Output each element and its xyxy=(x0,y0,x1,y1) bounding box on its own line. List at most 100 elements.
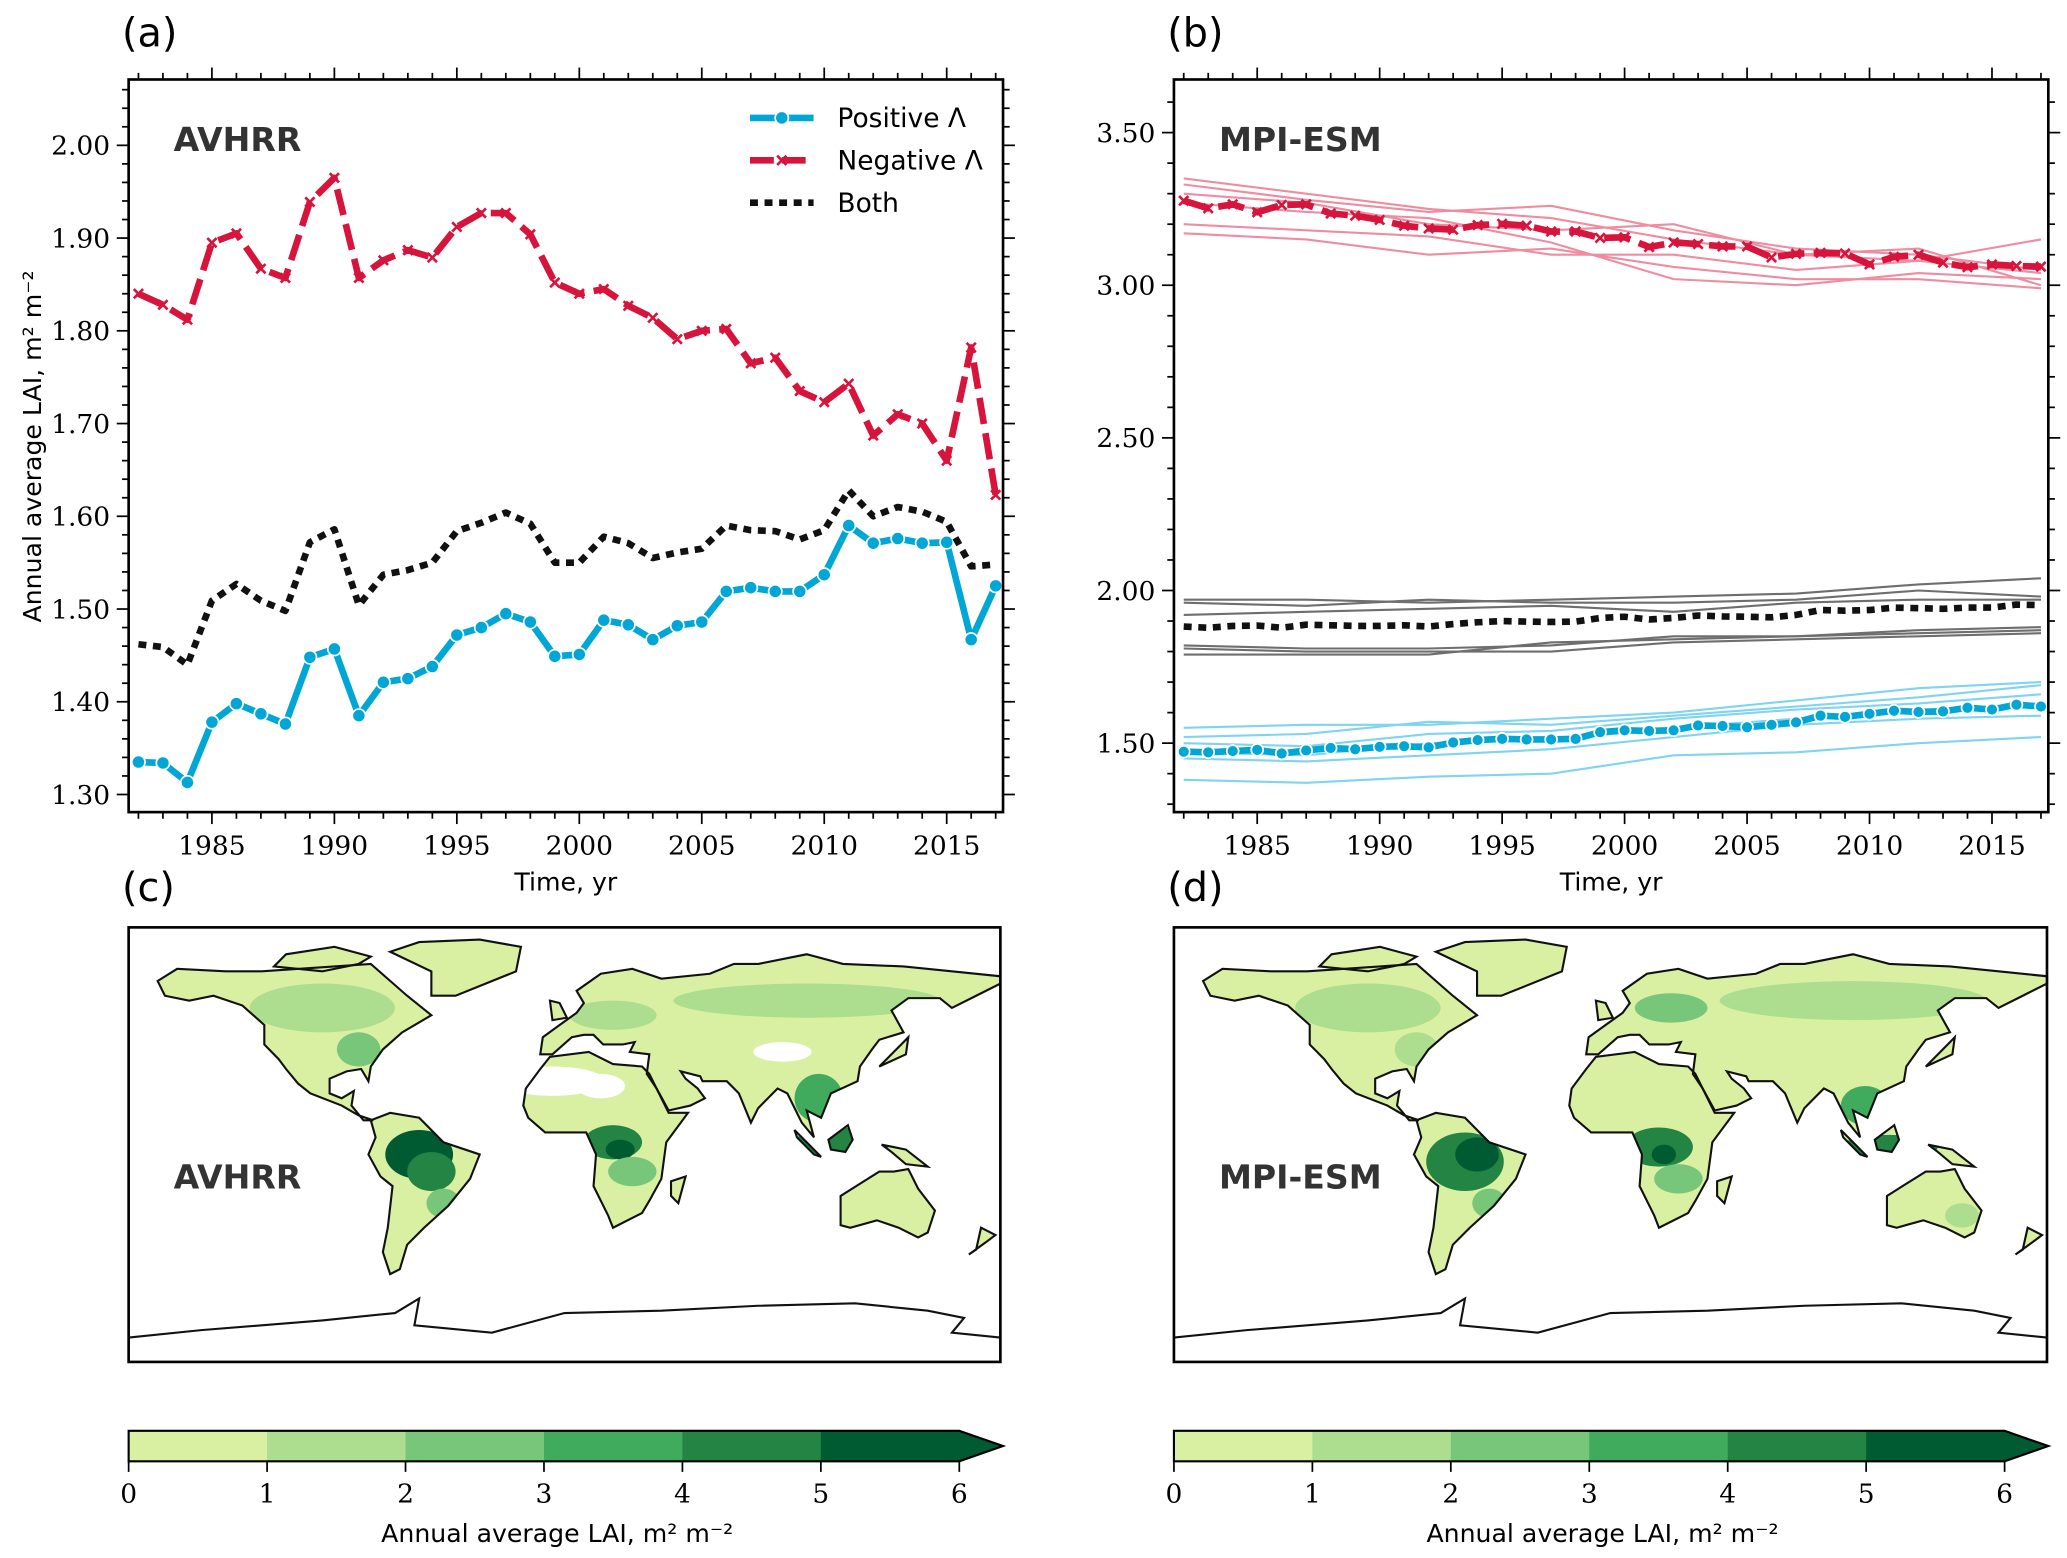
land-japan xyxy=(1925,1037,1955,1067)
data-point-marker xyxy=(1937,257,1949,269)
coastline-eurasia xyxy=(1585,953,2049,1139)
x-tick-label: 2005 xyxy=(1713,831,1780,862)
x-tick-label: 2000 xyxy=(1591,831,1658,862)
coastline-borneo xyxy=(1873,1123,1901,1154)
lai-region xyxy=(1654,1164,1703,1194)
data-point-marker xyxy=(720,323,732,335)
land-madagascar xyxy=(671,1176,686,1204)
colorbar-bin xyxy=(1727,1430,1867,1462)
data-point-marker xyxy=(1594,232,1606,244)
data-point-marker xyxy=(892,408,904,420)
data-point-marker xyxy=(1201,745,1216,760)
lai-region xyxy=(608,1156,657,1187)
land-uk xyxy=(1595,1000,1613,1021)
coastline-newzealand xyxy=(968,1226,998,1256)
colorbar-tick-label: 5 xyxy=(812,1478,829,1509)
ensemble-member-line xyxy=(1183,681,2042,729)
ensemble-member-line xyxy=(1183,629,2041,656)
y-tick-label: 1.50 xyxy=(51,594,110,625)
coastline-borneo xyxy=(827,1123,854,1154)
data-point-marker xyxy=(794,385,806,397)
data-point-marker xyxy=(1348,742,1363,757)
data-point-marker xyxy=(1863,258,1876,271)
land-newzealand xyxy=(2015,1227,2043,1255)
data-point-marker xyxy=(377,254,389,266)
land-madagascar xyxy=(1717,1176,1732,1204)
x-tick-label: 2010 xyxy=(1836,831,1903,862)
coastline-madagascar xyxy=(669,1174,688,1206)
data-point-marker xyxy=(1470,733,1485,747)
data-point-marker xyxy=(1666,723,1681,738)
data-point-marker xyxy=(304,196,316,208)
lai-region xyxy=(576,1073,626,1099)
data-point-marker xyxy=(277,716,293,732)
data-point-marker xyxy=(375,674,391,690)
land-uk xyxy=(549,1000,567,1021)
x-tick-label: 2000 xyxy=(546,831,613,862)
legend-entry: Both xyxy=(837,188,899,219)
ensemble-member-line xyxy=(1183,598,2041,616)
colorbar-bin xyxy=(1450,1430,1590,1462)
data-point-marker xyxy=(2010,260,2023,272)
panel-label: (a) xyxy=(122,10,177,56)
data-point-marker xyxy=(1839,247,1851,260)
colorbar-bin xyxy=(1589,1430,1729,1462)
data-point-marker xyxy=(1740,720,1754,735)
colorbar: 0 1 2 3 4 5 6 Annual average LAI, m² m⁻² xyxy=(1166,1429,2052,1548)
land-japan xyxy=(879,1037,909,1067)
colorbar-tick-label: 5 xyxy=(1858,1478,1875,1509)
data-point-marker xyxy=(1544,732,1558,747)
data-point-marker xyxy=(916,417,928,430)
data-point-marker xyxy=(328,172,340,184)
data-point-marker xyxy=(1325,207,1337,220)
data-point-marker xyxy=(1178,195,1190,207)
data-point-marker xyxy=(155,755,171,771)
y-tick-label: 1.40 xyxy=(51,687,110,718)
data-point-marker xyxy=(2034,699,2048,714)
colorbar-bin xyxy=(267,1430,407,1462)
coastline-africa xyxy=(1568,1050,1737,1230)
data-point-marker xyxy=(1642,724,1656,738)
data-point-marker xyxy=(353,272,365,284)
data-point-marker xyxy=(1570,225,1582,238)
data-point-marker xyxy=(1912,249,1925,261)
colorbar-tick-label: 1 xyxy=(1304,1478,1321,1509)
lai-region xyxy=(1295,983,1441,1033)
panel-a: (a) 1985 1990 1995 2000 2005 2010 2015 1.30 1.40 1… xyxy=(18,10,1015,896)
land-greenland xyxy=(1435,939,1567,996)
y-tick-label: 1.70 xyxy=(51,409,110,440)
axes-frame xyxy=(1172,78,2050,814)
panel-label: (d) xyxy=(1167,865,1223,911)
data-point-marker xyxy=(1225,744,1240,758)
data-point-marker xyxy=(2009,697,2024,712)
data-point-marker xyxy=(571,646,587,662)
data-point-marker xyxy=(1274,746,1289,761)
panel-title: MPI-ESM xyxy=(1219,120,1382,159)
data-point-marker xyxy=(1765,251,1778,264)
colorbar-tick-label: 0 xyxy=(120,1478,137,1509)
data-point-marker xyxy=(865,535,881,551)
coastline-sumatra xyxy=(1839,1129,1869,1158)
lai-region xyxy=(1840,1134,1938,1160)
legend-entry: Negative Λ xyxy=(837,146,982,177)
colorbar-bin xyxy=(128,1430,268,1462)
data-point-marker xyxy=(645,632,661,648)
data-point-marker xyxy=(475,207,487,219)
x-tick-label: 1995 xyxy=(423,831,490,862)
coastline-antarctica xyxy=(128,1296,1001,1339)
data-point-marker xyxy=(549,277,561,289)
land-newzealand xyxy=(968,1227,996,1255)
data-point-marker xyxy=(841,518,857,534)
data-point-marker xyxy=(473,620,489,636)
lai-region xyxy=(1472,1188,1507,1218)
ensemble-member-line xyxy=(1183,714,2041,763)
land-australia xyxy=(840,1169,935,1238)
data-point-marker xyxy=(1814,247,1827,259)
data-point-marker xyxy=(1227,198,1239,210)
data-point-marker xyxy=(1421,740,1436,755)
data-point-marker xyxy=(1545,225,1557,238)
x-tick-label: 2015 xyxy=(1958,831,2025,862)
x-tick-label: 1985 xyxy=(178,831,245,862)
y-tick-label: 1.90 xyxy=(51,223,110,254)
data-point-marker xyxy=(696,325,708,337)
